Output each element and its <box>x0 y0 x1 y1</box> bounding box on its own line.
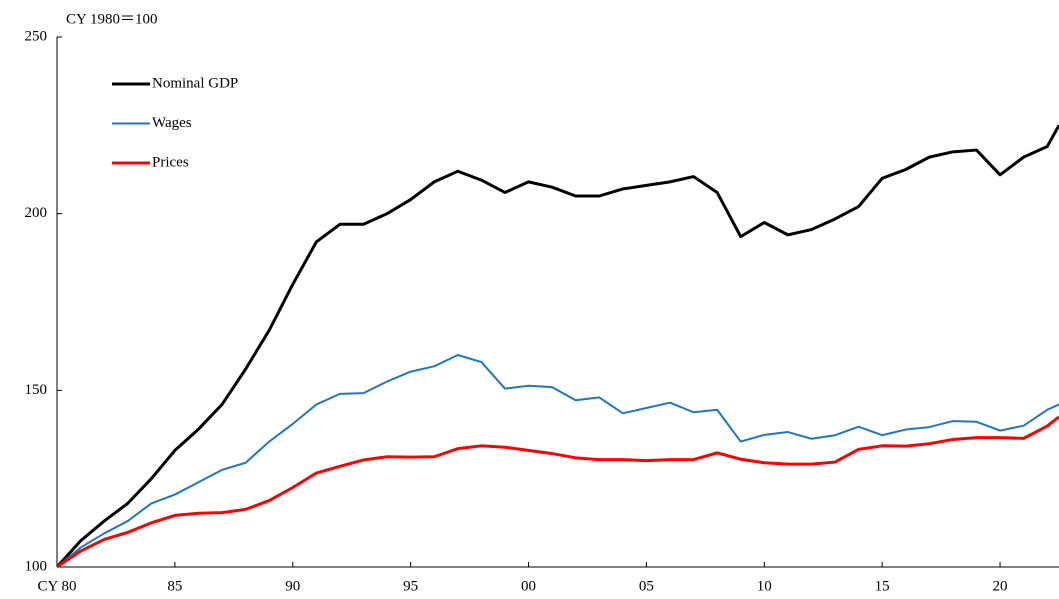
legend-label: Prices <box>152 154 189 170</box>
y-tick-label: 200 <box>25 205 48 221</box>
x-tick-label: 95 <box>403 578 418 594</box>
y-tick-label: 100 <box>25 558 48 574</box>
legend-label: Wages <box>152 115 192 131</box>
y-tick-label: 150 <box>25 382 48 398</box>
x-tick-label: CY 80 <box>37 578 76 594</box>
x-tick-label: 15 <box>875 578 890 594</box>
x-tick-label: 00 <box>521 578 536 594</box>
x-tick-label: 85 <box>167 578 182 594</box>
series-line <box>56 415 1059 569</box>
series-line <box>55 124 1059 569</box>
series-line <box>56 354 1059 568</box>
x-tick-label: 10 <box>757 578 772 594</box>
x-tick-label: 90 <box>285 578 300 594</box>
y-unit-label: CY 1980＝100 <box>66 11 158 27</box>
x-tick-label: 20 <box>993 578 1008 594</box>
legend-label: Nominal GDP <box>152 75 238 91</box>
x-tick-label: 05 <box>639 578 654 594</box>
y-tick-label: 250 <box>25 28 48 44</box>
